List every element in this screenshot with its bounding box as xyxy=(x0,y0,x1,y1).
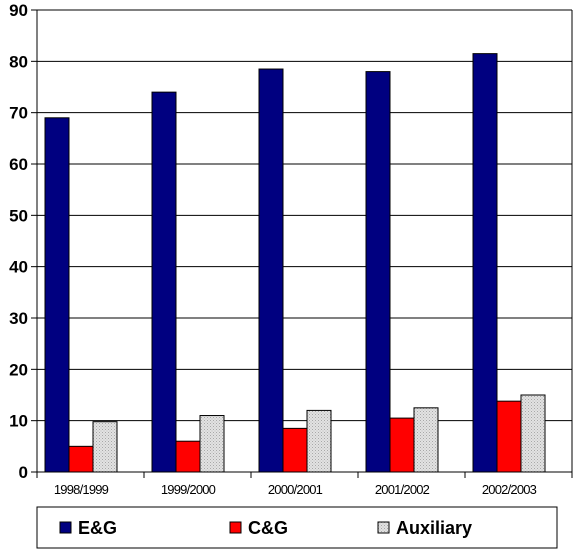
bar-auxiliary-0 xyxy=(92,421,118,473)
bar-eg-3 xyxy=(365,71,391,473)
bars xyxy=(44,53,546,473)
legend-box xyxy=(36,506,558,549)
bar-eg-4 xyxy=(472,53,498,473)
y-tick-label: 10 xyxy=(9,412,28,431)
y-tick-label: 60 xyxy=(9,155,28,174)
bar-auxiliary-4 xyxy=(520,394,546,473)
gridlines xyxy=(37,9,572,473)
bar-eg-2 xyxy=(258,68,284,473)
y-tick-label: 50 xyxy=(9,206,28,225)
legend-swatch-auxiliary xyxy=(377,521,390,534)
x-tick-label: 2000/2001 xyxy=(268,482,323,497)
x-tick-label: 1998/1999 xyxy=(54,482,109,497)
x-axis-ticks: 1998/1999 1999/2000 2000/2001 2001/2002 2002… xyxy=(36,472,573,497)
axes xyxy=(36,10,573,473)
legend-label-cg: C&G xyxy=(248,518,288,538)
x-tick-label: 2001/2002 xyxy=(375,482,430,497)
bar-cg-1 xyxy=(175,440,201,473)
bar-cg-4 xyxy=(496,400,522,473)
y-tick-label: 80 xyxy=(9,52,28,71)
bar-eg-0 xyxy=(44,117,70,473)
y-tick-label: 90 xyxy=(9,1,28,20)
y-tick-label: 40 xyxy=(9,258,28,277)
legend-label-auxiliary: Auxiliary xyxy=(396,518,472,538)
y-tick-label: 30 xyxy=(9,309,28,328)
legend-swatch-eg xyxy=(59,521,72,534)
x-tick-label: 1999/2000 xyxy=(161,482,216,497)
bar-cg-2 xyxy=(282,427,308,473)
legend-label-eg: E&G xyxy=(78,518,117,538)
y-tick-label: 70 xyxy=(9,104,28,123)
bar-eg-1 xyxy=(151,91,177,473)
bar-cg-0 xyxy=(68,445,94,473)
legend: E&G C&G Auxiliary xyxy=(36,506,558,549)
y-tick-label: 0 xyxy=(19,463,28,482)
bar-auxiliary-3 xyxy=(413,407,439,473)
bar-cg-3 xyxy=(389,417,415,473)
y-axis-ticks: 0 10 20 30 40 50 60 70 80 90 xyxy=(9,1,37,482)
bar-auxiliary-1 xyxy=(199,415,225,473)
legend-swatch-cg xyxy=(229,521,242,534)
bar-auxiliary-2 xyxy=(306,409,332,473)
x-tick-label: 2002/2003 xyxy=(482,482,537,497)
y-tick-label: 20 xyxy=(9,360,28,379)
